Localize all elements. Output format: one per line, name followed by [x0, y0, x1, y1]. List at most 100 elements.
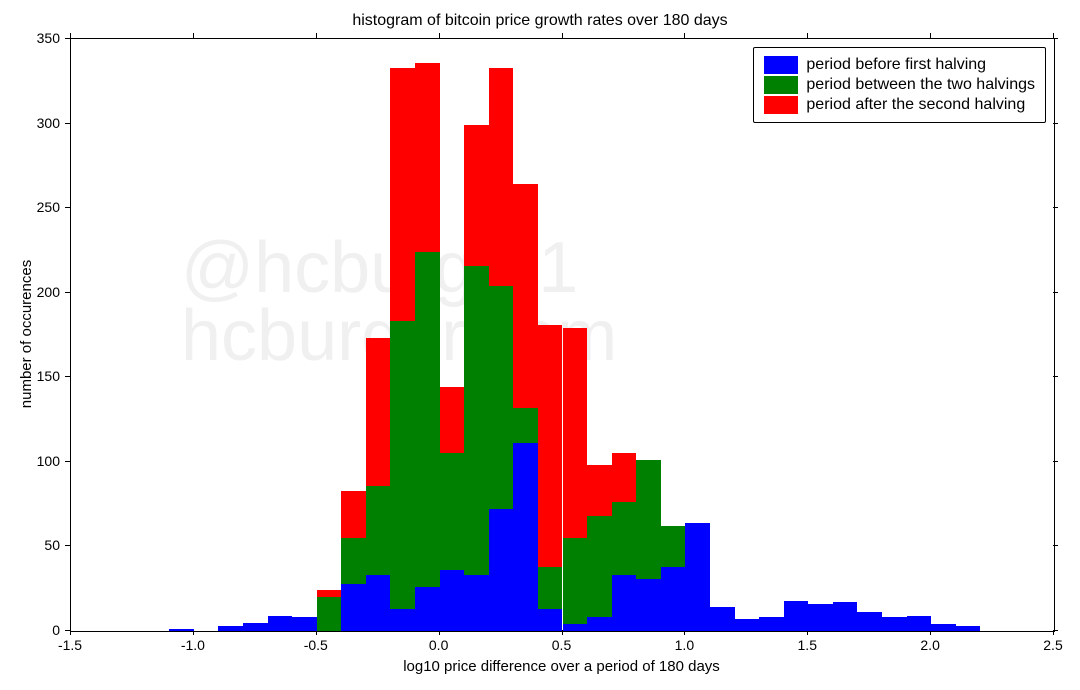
x-tick	[439, 33, 440, 38]
bar-before	[243, 623, 268, 631]
bar-before	[169, 629, 194, 631]
x-tick-label: 1.0	[675, 637, 694, 653]
bar-between	[317, 597, 342, 631]
legend-label: period between the two halvings	[806, 76, 1035, 94]
y-tick-label: 0	[0, 622, 60, 638]
legend-label: period after the second halving	[806, 96, 1025, 114]
y-tick	[65, 123, 70, 124]
bar-before	[464, 575, 489, 631]
y-tick-label: 100	[0, 453, 60, 469]
bar-between	[538, 567, 563, 609]
bar-after	[513, 184, 538, 407]
legend-item: period after the second halving	[764, 96, 1035, 114]
y-tick-label: 150	[0, 368, 60, 384]
bar-before	[587, 617, 612, 631]
bar-before	[612, 575, 637, 631]
bar-after	[317, 590, 342, 597]
y-tick-label: 250	[0, 199, 60, 215]
bar-before	[661, 567, 686, 631]
bar-between	[415, 252, 440, 587]
x-tick-label: 0.0	[429, 637, 448, 653]
bar-between	[661, 526, 686, 567]
bar-after	[538, 325, 563, 567]
bar-before	[268, 616, 293, 631]
bar-before	[636, 579, 661, 631]
bars-layer	[71, 39, 1054, 631]
bar-between	[489, 286, 514, 509]
bar-between	[390, 321, 415, 609]
bar-before	[390, 609, 415, 631]
bar-before	[563, 624, 588, 631]
bar-before	[784, 601, 809, 631]
legend-swatch	[764, 56, 798, 74]
y-tick	[65, 630, 70, 631]
bar-after	[440, 387, 465, 453]
bar-before	[685, 523, 710, 631]
y-tick-label: 50	[0, 537, 60, 553]
bar-between	[587, 516, 612, 617]
bar-before	[341, 584, 366, 631]
x-tick	[562, 33, 563, 38]
bar-before	[366, 575, 391, 631]
bar-before	[513, 443, 538, 631]
bar-before	[415, 587, 440, 631]
y-tick-label: 200	[0, 284, 60, 300]
bar-before	[759, 617, 784, 631]
chart-title: histogram of bitcoin price growth rates …	[0, 12, 1080, 30]
bar-before	[956, 626, 981, 631]
bar-after	[489, 68, 514, 286]
bar-between	[341, 538, 366, 584]
y-tick	[65, 207, 70, 208]
bar-after	[415, 63, 440, 252]
x-tick-label: 1.5	[798, 637, 817, 653]
bar-after	[464, 125, 489, 265]
bar-after	[341, 491, 366, 538]
x-tick	[807, 33, 808, 38]
legend: period before first halving period betwee…	[753, 47, 1046, 123]
x-tick-label: -0.5	[304, 637, 328, 653]
bar-before	[218, 626, 243, 631]
bar-before	[710, 607, 735, 631]
bar-before	[292, 617, 317, 631]
y-tick	[65, 292, 70, 293]
y-tick-label: 350	[0, 30, 60, 46]
x-tick-label: -1.0	[181, 637, 205, 653]
bar-between	[636, 460, 661, 578]
legend-label: period before first halving	[806, 56, 986, 74]
y-tick	[65, 376, 70, 377]
x-tick	[930, 33, 931, 38]
bar-after	[587, 465, 612, 516]
bar-between	[513, 408, 538, 444]
bar-before	[857, 612, 882, 631]
bar-before	[489, 509, 514, 631]
bar-after	[612, 453, 637, 502]
y-tick	[65, 38, 70, 39]
histogram-chart: histogram of bitcoin price growth rates …	[0, 0, 1080, 690]
bar-before	[907, 616, 932, 631]
x-tick	[193, 33, 194, 38]
legend-item: period before first halving	[764, 56, 1035, 74]
bar-between	[464, 266, 489, 576]
bar-between	[440, 453, 465, 570]
bar-before	[931, 624, 956, 631]
plot-area: @hcburger1 hcburger.com period before fi…	[70, 38, 1055, 632]
y-tick	[65, 461, 70, 462]
y-tick-label: 300	[0, 115, 60, 131]
x-axis-label: log10 price difference over a period of …	[70, 658, 1053, 675]
bar-between	[366, 486, 391, 576]
x-tick-label: 0.5	[552, 637, 571, 653]
x-tick-label: 2.0	[920, 637, 939, 653]
bar-before	[735, 619, 760, 631]
bar-between	[563, 538, 588, 624]
x-tick	[684, 33, 685, 38]
bar-between	[612, 502, 637, 575]
bar-after	[390, 68, 415, 322]
x-tick-label: -1.5	[58, 637, 82, 653]
bar-before	[833, 602, 858, 631]
legend-swatch	[764, 96, 798, 114]
bar-after	[366, 338, 391, 485]
y-tick	[65, 545, 70, 546]
bar-before	[808, 604, 833, 631]
x-tick-label: 2.5	[1043, 637, 1062, 653]
x-tick	[70, 33, 71, 38]
